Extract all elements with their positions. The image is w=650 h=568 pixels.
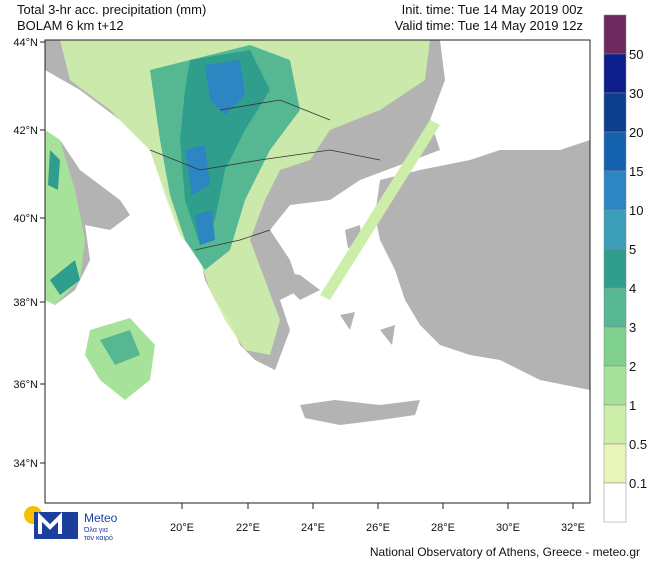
lon-label: 24°E <box>301 522 325 534</box>
lon-label: 26°E <box>366 522 390 534</box>
lon-label: 28°E <box>431 522 455 534</box>
lat-label: 38°N <box>13 297 38 309</box>
legend-swatch <box>603 248 627 289</box>
legend-swatch <box>603 170 627 211</box>
logo-slogan: τον καιρό <box>84 534 113 542</box>
lon-label: 30°E <box>496 522 520 534</box>
lat-label: 34°N <box>13 458 38 470</box>
lon-label: 20°E <box>170 522 194 534</box>
legend-swatch <box>603 131 627 172</box>
precip-sea-core <box>100 330 140 365</box>
legend-level: 2 <box>629 359 636 374</box>
axes: 44°N 42°N 40°N 38°N 36°N 34°N 20°E 22°E 24°E 26°E… <box>13 37 585 534</box>
islands <box>270 225 395 345</box>
turkey <box>375 140 590 390</box>
legend-level: 50 <box>629 47 643 62</box>
legend-swatch <box>603 92 627 133</box>
legend-level: 0.5 <box>629 437 647 452</box>
lat-label: 42°N <box>13 125 38 137</box>
legend-swatch <box>603 443 627 484</box>
legend-level: 5 <box>629 242 636 257</box>
lon-label: 32°E <box>561 522 585 534</box>
legend-level: 3 <box>629 320 636 335</box>
legend-level: 30 <box>629 86 643 101</box>
precip-italy-core <box>48 150 80 295</box>
logo: Meteo Όλα για τον καιρό <box>24 506 118 542</box>
logo-m <box>38 512 62 534</box>
map-frame <box>44 39 591 504</box>
precip-band <box>320 120 440 300</box>
legend-level: 20 <box>629 125 643 140</box>
lon-label: 22°E <box>236 522 260 534</box>
legend-swatch <box>603 404 627 445</box>
logo-name: Meteo <box>84 511 118 525</box>
legend-level: 1 <box>629 398 636 413</box>
precip-very-heavy <box>185 60 245 245</box>
map <box>44 39 591 504</box>
legend-level: 15 <box>629 164 643 179</box>
title: Total 3-hr acc. precipitation (mm) <box>17 2 206 17</box>
crete <box>300 400 420 425</box>
legend-swatch <box>603 14 627 55</box>
lat-label: 36°N <box>13 379 38 391</box>
precip-heavy <box>180 50 270 245</box>
legend-swatch <box>603 53 627 94</box>
borders <box>149 99 381 251</box>
legend-swatch <box>603 326 627 367</box>
legend-swatch <box>603 287 627 328</box>
legend-level: 10 <box>629 203 643 218</box>
legend-level: 4 <box>629 281 636 296</box>
init-time: Init. time: Tue 14 May 2019 00z <box>402 2 583 17</box>
lat-label: 40°N <box>13 213 38 225</box>
legend-swatch <box>603 482 627 523</box>
legend: 50 30 20 15 10 5 4 3 2 1 0.5 0.1 <box>603 14 647 523</box>
logo-slogan: Όλα για <box>83 527 108 534</box>
legend-level: 0.1 <box>629 476 647 491</box>
footer: National Observatory of Athens, Greece -… <box>370 545 640 559</box>
legend-swatch <box>603 365 627 406</box>
legend-swatch <box>603 209 627 250</box>
valid-time: Valid time: Tue 14 May 2019 12z <box>395 18 583 33</box>
lat-label: 44°N <box>13 37 38 49</box>
model: BOLAM 6 km t+12 <box>17 18 124 33</box>
